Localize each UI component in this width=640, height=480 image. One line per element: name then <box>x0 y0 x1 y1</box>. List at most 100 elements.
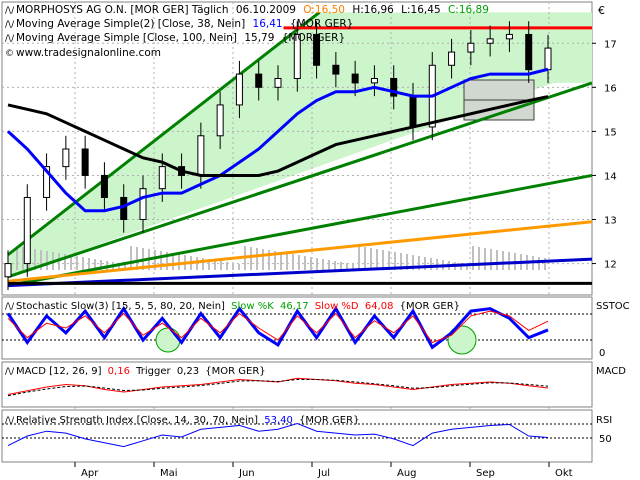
volume-bar <box>82 257 84 270</box>
volume-bar <box>334 261 336 270</box>
volume-bar <box>412 255 414 270</box>
volume-bar <box>352 264 354 270</box>
volume-bar <box>202 258 204 270</box>
volume-bar <box>196 257 198 270</box>
volume-bar <box>304 256 306 270</box>
volume-bar <box>22 247 24 270</box>
stoch-d-value: 64,08 <box>365 301 394 312</box>
volume-bar <box>364 247 366 270</box>
volume-bar <box>418 256 420 270</box>
candle-body <box>274 78 282 88</box>
stochastic-panel <box>1 296 593 360</box>
candle-body <box>43 166 51 198</box>
ma1-label: Moving Average Simple(2) [Close, 38, Nei… <box>16 18 245 30</box>
line-icon: /\/ <box>5 6 15 16</box>
candle-body <box>4 263 12 278</box>
price-gap-box <box>463 79 535 101</box>
volume-bar <box>472 246 474 270</box>
volume-bar <box>484 248 486 270</box>
candle-body <box>197 135 205 176</box>
stoch-suffix: {MOR GER} <box>400 301 460 312</box>
line-icon: /\/ <box>5 34 15 44</box>
quote-open: O:16,50 <box>303 4 345 16</box>
macd-suffix: {MOR GER} <box>205 366 265 377</box>
rsi-tick-50: 50 <box>599 434 612 445</box>
price-tick-label: 13 <box>604 216 617 227</box>
candle-body <box>370 78 378 84</box>
rsi-title: Relative Strength Index [Close, 14, 30, … <box>16 415 258 426</box>
candles <box>4 21 552 290</box>
copyright-icon: © <box>5 49 14 59</box>
stoch-tick-0: 0 <box>599 348 605 359</box>
stoch-oversold-marker <box>447 325 477 355</box>
trend-channel-fill <box>8 12 592 277</box>
volume-bar <box>490 249 492 270</box>
volume-bar <box>538 257 540 270</box>
price-tick-label: 12 <box>604 260 617 271</box>
candle-body <box>525 33 533 71</box>
volume-bar <box>256 248 258 270</box>
volume-bar <box>262 249 264 270</box>
volume-bar <box>508 252 510 270</box>
quote-high: H:16,96 <box>352 4 394 16</box>
volume-bar <box>316 258 318 270</box>
candle-body <box>81 148 89 176</box>
volume-bar <box>478 247 480 270</box>
volume-bar <box>76 256 78 270</box>
macd-value: 0,16 <box>108 366 130 377</box>
candle-body <box>23 196 31 265</box>
volume-bar <box>406 254 408 270</box>
month-label: Jul <box>317 468 330 479</box>
volume-bar <box>310 257 312 270</box>
candle-body <box>486 38 494 44</box>
macd-trigger-name: Trigger <box>135 366 171 377</box>
volume-bar <box>292 254 294 270</box>
ma2-value: 15,79 <box>244 32 274 44</box>
stoch-k-value: 46,17 <box>280 301 309 312</box>
month-label: Sep <box>476 468 495 479</box>
macd-legend: MACD [12, 26, 9] 0,16 Trigger 0,23 {MOR … <box>16 366 266 377</box>
volume-bar <box>208 259 210 270</box>
volume-bar <box>382 250 384 270</box>
candle-body <box>216 104 224 137</box>
volume-bar <box>118 263 120 270</box>
volume-bar <box>430 258 432 270</box>
rsi-suffix: {MOR GER} <box>299 415 359 426</box>
volume-bar <box>172 253 174 270</box>
month-label: Apr <box>81 468 99 479</box>
volume-bar <box>94 259 96 270</box>
month-label: Jun <box>238 468 255 479</box>
volume-bar <box>298 255 300 270</box>
rsi-legend: Relative Strength Index [Close, 14, 30, … <box>16 415 359 426</box>
candle-body <box>467 42 475 53</box>
month-label: Okt <box>555 468 573 479</box>
rsi-value: 53,40 <box>264 415 293 426</box>
price-axis: 12 13 14 15 16 17 <box>592 39 617 271</box>
volume-bar <box>466 264 468 270</box>
rsi-line <box>7 422 549 448</box>
month-label: Mai <box>160 468 178 479</box>
stoch-oversold-marker <box>155 327 181 353</box>
stoch-k-line <box>6 305 549 350</box>
volume-bar <box>388 251 390 270</box>
volume-bar <box>502 251 504 270</box>
quote-close: C:16,89 <box>448 4 489 16</box>
line-icon: /\/ <box>5 367 15 377</box>
volume-bar <box>16 246 18 270</box>
volume-bar <box>214 260 216 270</box>
macd-trigger-value: 0,23 <box>177 366 199 377</box>
rsi-axis-label: RSI <box>596 415 612 426</box>
volume-bar <box>166 252 168 270</box>
trendline <box>7 11 321 256</box>
volume-bar <box>88 258 90 270</box>
line-icon: /\/ <box>5 20 15 30</box>
candle-body <box>293 33 301 79</box>
stoch-axis-label: SSTOC <box>596 301 630 312</box>
trendline <box>7 173 593 288</box>
macd-panel <box>1 361 593 408</box>
macd-trigger-line <box>7 379 549 397</box>
volume-bar <box>130 246 132 270</box>
volume-bar <box>424 257 426 270</box>
candle-body <box>100 174 108 198</box>
